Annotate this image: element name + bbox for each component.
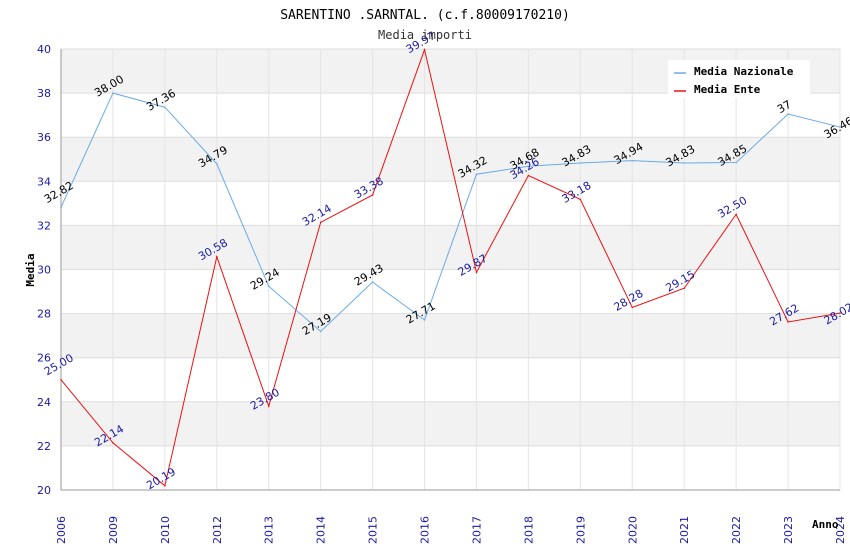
point-nazionale: [216, 163, 218, 165]
x-tick-label: 2019: [574, 516, 587, 544]
x-tick-label: 2010: [159, 516, 172, 544]
axes: [60, 49, 840, 491]
y-tick-label: 34: [37, 175, 51, 188]
y-axis-label: Media: [24, 253, 37, 286]
legend-label-ente: Media Ente: [694, 83, 761, 96]
point-nazionale: [683, 162, 685, 164]
point-nazionale: [527, 165, 530, 168]
chart-title: SARENTINO .SARNTAL. (c.f.80009170210): [280, 8, 570, 23]
point-ente: [527, 174, 530, 177]
point-nazionale: [164, 106, 166, 109]
y-tick-label: 36: [37, 131, 51, 144]
point-ente: [735, 213, 737, 216]
x-tick-label: 2006: [55, 516, 68, 544]
point-nazionale: [839, 126, 841, 128]
y-tick-labels: 20 22 24 26 28 30 32 34 36 38 40: [37, 43, 51, 497]
point-ente: [839, 312, 841, 314]
y-tick-label: 20: [37, 484, 51, 497]
band: [61, 269, 840, 314]
point-ente: [319, 221, 322, 224]
x-tick-label: 2012: [211, 516, 224, 544]
x-axis-label: Anno: [812, 518, 839, 531]
band: [61, 357, 840, 402]
chart-subtitle: Media importi: [378, 28, 472, 42]
x-tick-label: 2022: [730, 516, 743, 544]
point-ente: [683, 287, 685, 290]
y-tick-label: 28: [37, 308, 51, 321]
x-tick-label: 2020: [626, 516, 639, 544]
point-nazionale: [371, 281, 374, 283]
point-ente: [60, 378, 62, 381]
y-tick-label: 32: [37, 219, 51, 232]
point-nazionale: [631, 159, 634, 162]
x-tick-label: 2018: [522, 516, 535, 544]
point-nazionale: [423, 319, 426, 321]
point-ente: [112, 442, 114, 444]
point-ente: [579, 198, 582, 201]
point-nazionale: [579, 162, 582, 164]
x-tick-label: 2023: [782, 516, 795, 544]
point-nazionale: [112, 92, 114, 94]
series-line-ente: [60, 47, 841, 487]
point-nazionale: [60, 206, 62, 209]
point-nazionale: [267, 285, 270, 288]
band: [61, 445, 840, 490]
y-tick-label: 24: [37, 396, 51, 409]
point-nazionale: [787, 113, 789, 115]
background-bands: [61, 49, 840, 490]
point-nazionale: [319, 330, 322, 333]
point-ente: [787, 321, 789, 323]
point-ente: [267, 405, 270, 408]
y-tick-label: 30: [37, 264, 51, 277]
point-ente: [371, 194, 374, 196]
point-ente: [216, 255, 218, 258]
y-tick-label: 22: [37, 440, 51, 453]
x-tick-label: 2015: [367, 516, 380, 544]
band: [61, 93, 840, 138]
x-tick-label: 2016: [419, 516, 432, 544]
x-tick-label: 2017: [470, 516, 483, 544]
point-ente: [631, 306, 634, 309]
band: [61, 401, 840, 446]
point-ente: [475, 271, 478, 274]
legend: Media Nazionale Media Ente: [668, 60, 810, 98]
point-nazionale: [735, 161, 737, 164]
band: [61, 181, 840, 226]
legend-label-nazionale: Media Nazionale: [694, 65, 794, 78]
series-lines: [60, 47, 841, 487]
point-ente: [423, 48, 426, 51]
data-label-nazionale: 37: [775, 98, 794, 116]
legend-box: [668, 60, 810, 98]
x-tick-label: 2024: [834, 516, 847, 544]
x-tick-label: 2009: [107, 516, 120, 544]
x-tick-label: 2014: [315, 516, 328, 544]
y-tick-label: 38: [37, 87, 51, 100]
x-tick-labels: 2006 2009 2010 2012 2013 2014 2015 2016 2017 2018…: [55, 516, 847, 544]
x-tick-label: 2021: [678, 516, 691, 544]
y-tick-label: 40: [37, 43, 51, 56]
point-ente: [164, 485, 166, 487]
x-tick-label: 2013: [263, 516, 276, 544]
series-line-nazionale: [60, 92, 841, 333]
band: [61, 313, 840, 358]
point-nazionale: [475, 173, 478, 176]
y-tick-label: 26: [37, 352, 51, 365]
